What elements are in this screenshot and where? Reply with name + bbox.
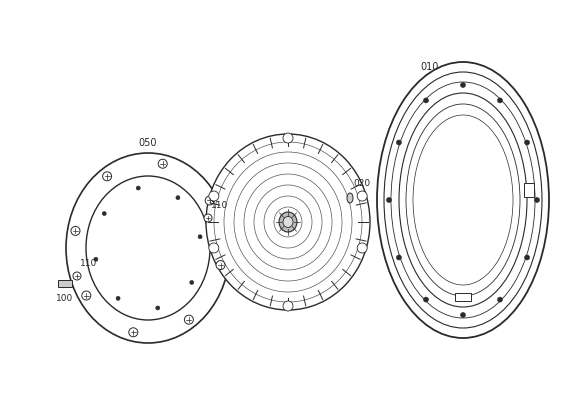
Ellipse shape (413, 115, 513, 285)
Ellipse shape (347, 193, 353, 203)
Text: 050: 050 (139, 138, 157, 148)
Circle shape (73, 272, 81, 280)
Circle shape (116, 296, 120, 300)
Circle shape (209, 244, 218, 252)
Text: 020: 020 (353, 179, 370, 188)
Circle shape (498, 297, 503, 302)
Circle shape (209, 192, 218, 200)
FancyBboxPatch shape (455, 293, 471, 301)
Circle shape (205, 196, 214, 205)
Ellipse shape (283, 301, 293, 311)
Circle shape (190, 280, 194, 284)
Circle shape (102, 172, 112, 181)
Ellipse shape (357, 191, 367, 201)
Circle shape (396, 140, 401, 145)
Circle shape (216, 260, 225, 270)
Circle shape (284, 302, 293, 310)
Ellipse shape (86, 176, 210, 320)
Circle shape (396, 255, 401, 260)
Text: 110: 110 (211, 201, 228, 210)
Text: 110: 110 (80, 259, 97, 268)
Circle shape (198, 235, 202, 239)
Ellipse shape (279, 212, 297, 232)
Circle shape (176, 196, 180, 200)
Circle shape (423, 297, 428, 302)
Text: 010: 010 (421, 62, 439, 72)
Circle shape (387, 198, 392, 202)
Ellipse shape (283, 216, 293, 228)
Circle shape (525, 140, 530, 145)
Circle shape (358, 244, 367, 252)
Circle shape (461, 312, 465, 318)
Text: 100: 100 (57, 294, 74, 303)
Ellipse shape (209, 191, 219, 201)
FancyBboxPatch shape (524, 183, 534, 197)
Circle shape (82, 291, 91, 300)
Ellipse shape (283, 133, 293, 143)
Ellipse shape (206, 134, 370, 310)
Circle shape (498, 98, 503, 103)
Circle shape (534, 198, 539, 202)
Circle shape (102, 212, 106, 216)
Circle shape (204, 214, 212, 222)
Circle shape (423, 98, 428, 103)
Ellipse shape (209, 243, 219, 253)
Ellipse shape (399, 93, 527, 307)
Circle shape (94, 257, 98, 261)
Circle shape (461, 82, 465, 88)
Circle shape (71, 226, 80, 236)
Circle shape (185, 315, 194, 324)
Ellipse shape (357, 243, 367, 253)
Circle shape (158, 159, 167, 168)
Circle shape (136, 186, 140, 190)
Circle shape (525, 255, 530, 260)
Circle shape (129, 328, 138, 337)
Ellipse shape (377, 62, 549, 338)
Circle shape (156, 306, 160, 310)
Ellipse shape (66, 153, 230, 343)
Circle shape (358, 192, 367, 200)
Circle shape (284, 134, 293, 142)
FancyBboxPatch shape (58, 280, 72, 287)
